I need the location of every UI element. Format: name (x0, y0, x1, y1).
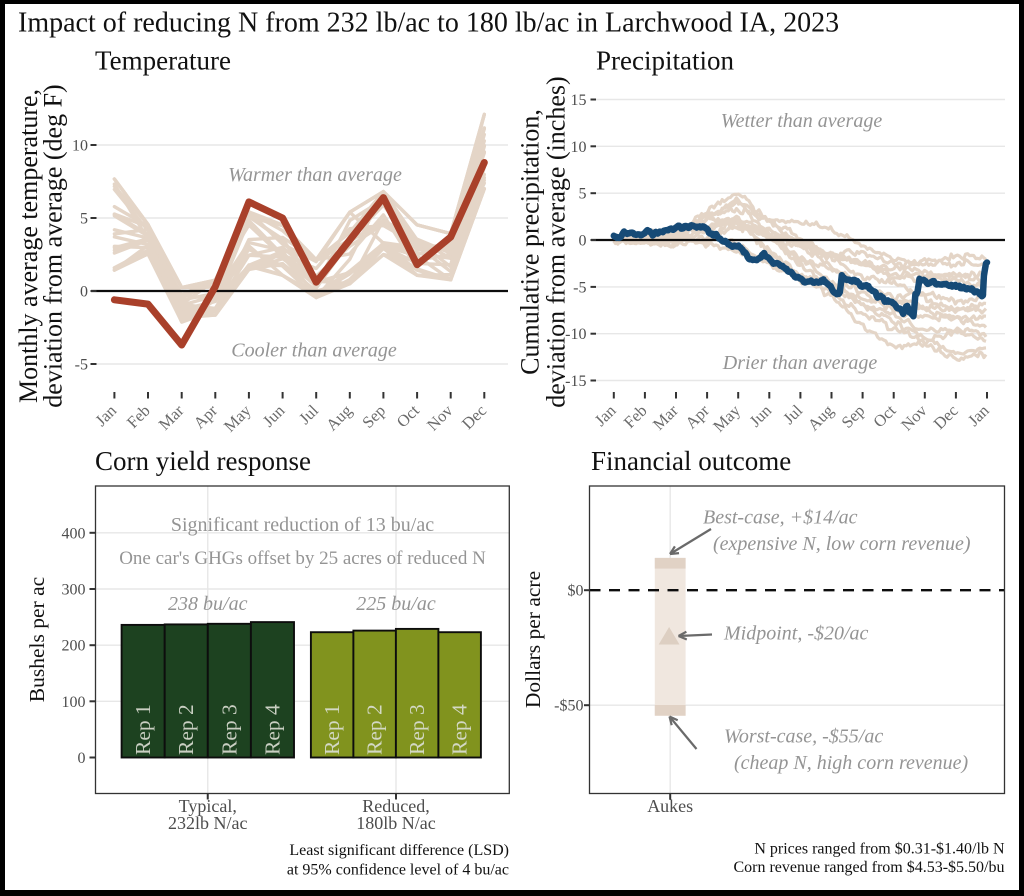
svg-text:180lb N/ac: 180lb N/ac (356, 813, 435, 833)
svg-text:400: 400 (62, 525, 86, 542)
svg-text:Reduced,: Reduced, (362, 796, 429, 816)
svg-text:10: 10 (571, 139, 587, 156)
svg-text:225 bu/ac: 225 bu/ac (356, 593, 436, 615)
svg-text:300: 300 (62, 582, 86, 599)
svg-text:deviation from average (deg F): deviation from average (deg F) (39, 84, 68, 407)
svg-text:Corn revenue ranged from $4.53: Corn revenue ranged from $4.53-$5.50/bu (733, 859, 1004, 876)
svg-text:(expensive N, low corn revenue: (expensive N, low corn revenue) (713, 533, 971, 555)
svg-text:238 bu/ac: 238 bu/ac (168, 593, 248, 615)
svg-text:Wetter than average: Wetter than average (721, 110, 883, 132)
svg-text:0: 0 (80, 284, 88, 301)
svg-text:Rep 2: Rep 2 (174, 704, 198, 755)
svg-text:-15: -15 (565, 373, 586, 390)
svg-text:Temperature: Temperature (95, 46, 231, 76)
svg-text:Impact of reducing N from 232: Impact of reducing N from 232 lb/ac to 1… (18, 8, 839, 39)
svg-text:5: 5 (80, 211, 88, 228)
svg-text:Monthly average temperature,: Monthly average temperature, (14, 89, 43, 403)
svg-text:15: 15 (571, 92, 587, 109)
svg-text:Corn yield response: Corn yield response (95, 446, 311, 476)
svg-text:Financial outcome: Financial outcome (591, 446, 791, 476)
svg-text:$0: $0 (568, 583, 584, 600)
svg-text:Significant reduction of 13 bu: Significant reduction of 13 bu/ac (171, 514, 434, 536)
svg-text:Bushels per ac: Bushels per ac (25, 577, 49, 702)
svg-text:Rep 1: Rep 1 (131, 704, 155, 755)
svg-text:-$50: -$50 (554, 698, 583, 715)
svg-text:Midpoint, -$20/ac: Midpoint, -$20/ac (723, 623, 869, 645)
svg-text:One car's GHGs offset by 25 ac: One car's GHGs offset by 25 acres of red… (119, 548, 486, 569)
svg-text:Least significant difference (: Least significant difference (LSD) (289, 842, 509, 859)
svg-text:-5: -5 (573, 279, 586, 296)
svg-text:at 95% confidence level of 4 b: at 95% confidence level of 4 bu/ac (287, 862, 509, 879)
svg-text:Rep 3: Rep 3 (217, 704, 241, 755)
svg-text:Cumulative precipitation,: Cumulative precipitation, (516, 109, 545, 375)
svg-text:Precipitation: Precipitation (596, 46, 734, 76)
svg-text:0: 0 (579, 233, 587, 250)
svg-text:100: 100 (62, 694, 86, 711)
svg-text:Worst-case, -$55/ac: Worst-case, -$55/ac (724, 726, 883, 748)
svg-text:deviation from average (inches: deviation from average (inches) (542, 76, 571, 407)
svg-text:Rep 4: Rep 4 (260, 704, 284, 755)
svg-text:200: 200 (62, 638, 86, 655)
svg-text:Rep 2: Rep 2 (363, 704, 387, 755)
svg-text:-10: -10 (565, 326, 586, 343)
svg-text:232lb N/ac: 232lb N/ac (168, 813, 247, 833)
svg-text:5: 5 (579, 186, 587, 203)
svg-text:-5: -5 (75, 357, 88, 374)
svg-text:Aukes: Aukes (647, 796, 693, 816)
svg-text:(cheap N, high corn revenue): (cheap N, high corn revenue) (734, 752, 969, 774)
svg-text:Drier than average: Drier than average (722, 352, 878, 374)
svg-text:10: 10 (72, 138, 88, 155)
svg-text:Dollars per acre: Dollars per acre (521, 571, 545, 708)
svg-text:Rep 3: Rep 3 (405, 704, 429, 755)
svg-text:Rep 4: Rep 4 (448, 704, 472, 755)
svg-text:Best-case, +$14/ac: Best-case, +$14/ac (703, 507, 858, 529)
svg-text:Warmer than average: Warmer than average (228, 164, 402, 186)
svg-text:N prices ranged from $0.31-$1.: N prices ranged from $0.31-$1.40/lb N (754, 841, 1005, 858)
svg-text:0: 0 (78, 750, 86, 767)
svg-text:Cooler than average: Cooler than average (231, 340, 397, 362)
svg-text:Rep 1: Rep 1 (320, 704, 344, 755)
svg-text:Typical,: Typical, (179, 796, 237, 816)
